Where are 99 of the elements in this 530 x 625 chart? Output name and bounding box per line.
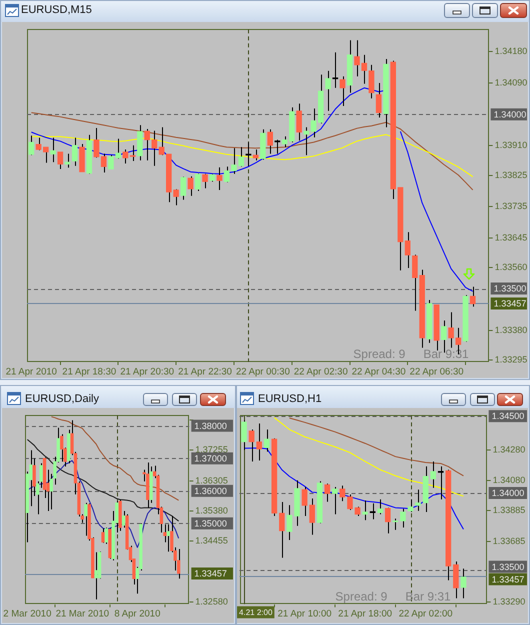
ref-line-label: 1.36000 <box>194 486 227 496</box>
candlestick <box>324 483 330 502</box>
candlestick <box>194 173 201 192</box>
candlestick <box>460 568 466 599</box>
x-tick-label: 21 Apr 20:30 <box>120 366 174 378</box>
candlestick <box>340 76 346 107</box>
y-tick-label: 1.33295 <box>494 354 528 364</box>
candlestick <box>101 528 105 544</box>
candlestick <box>404 232 410 268</box>
candlestick <box>377 498 384 515</box>
y-tick-label: 1.34090 <box>494 78 528 88</box>
annotation: Spread: 9 <box>353 347 406 361</box>
x-tick-label: 22 Apr 02:30 <box>294 366 348 378</box>
y-tick-label: 1.33910 <box>494 140 528 150</box>
y-tick-label: 1.33735 <box>494 201 528 212</box>
y-tick-label: 1.35380 <box>195 505 228 516</box>
x-tick-label: 21 Apr 22:30 <box>178 366 232 378</box>
x-tick-label: 21 Apr 10:00 <box>278 608 332 620</box>
annotation: Spread: 9 <box>335 589 388 604</box>
y-tick-label: 1.34080 <box>492 475 526 486</box>
candlestick <box>264 429 270 452</box>
candlestick <box>246 142 252 167</box>
y-tick-label: 1.37255 <box>195 444 228 455</box>
candlestick <box>256 423 262 462</box>
candlestick <box>408 498 414 512</box>
candlestick <box>180 176 186 200</box>
x-tick-label: 8 Apr 2010 <box>114 608 160 620</box>
candlestick <box>50 137 56 163</box>
chart-title: EURUSD,Daily <box>25 393 99 406</box>
y-tick-label: 1.33290 <box>492 596 526 606</box>
candlestick <box>453 560 459 599</box>
x-tick-label: 21 Apr 18:00 <box>338 608 392 620</box>
y-tick-label: 1.34455 <box>195 536 228 546</box>
y-tick-label: 1.34280 <box>492 444 526 454</box>
candlestick <box>376 82 382 118</box>
candlestick <box>400 508 406 528</box>
candlestick <box>470 286 476 308</box>
candlestick <box>430 460 436 488</box>
candlestick <box>202 173 208 189</box>
y-tick-label: 1.36305 <box>195 475 228 486</box>
annotation: Bar 9:31 <box>405 589 452 604</box>
y-tick-label: 1.33560 <box>494 262 528 272</box>
candlestick <box>130 144 136 162</box>
x-tick-label: 22 Apr 02:00 <box>398 608 453 620</box>
candlestick <box>94 552 98 600</box>
ref-line-label: 1.37000 <box>194 453 227 464</box>
chart-title: EURUSD,H1 <box>258 393 322 406</box>
ref-line-label: 1.33457 <box>494 298 526 308</box>
y-tick-label: 1.32580 <box>195 596 228 607</box>
candlestick <box>384 507 391 534</box>
candlestick <box>104 527 108 544</box>
annotation: Bar 9:31 <box>423 347 470 361</box>
x-tick-label: 21 Mar 2010 <box>56 608 110 620</box>
x-tick-label: 22 Apr 04:30 <box>352 366 406 378</box>
ref-line-label: 1.38000 <box>194 420 227 431</box>
candlestick <box>412 254 418 312</box>
candlestick <box>57 151 64 170</box>
candlestick <box>166 524 170 552</box>
ref-line-label: 1.34000 <box>494 109 526 120</box>
candlestick <box>362 500 368 521</box>
y-tick-label: 1.33380 <box>494 324 528 335</box>
ref-line-label: 1.33500 <box>494 284 526 294</box>
x-tick-label: 21 Apr 2010 <box>6 366 57 378</box>
candlestick <box>302 486 308 516</box>
candlestick <box>441 320 447 354</box>
candlestick <box>64 153 70 168</box>
ref-line-label: 1.33500 <box>492 562 524 572</box>
x-tick-label: 22 Apr 06:30 <box>410 366 464 378</box>
candlestick <box>72 137 78 166</box>
candlestick <box>296 103 302 141</box>
ref-line-label: 1.34000 <box>492 488 524 498</box>
candlestick <box>188 176 194 196</box>
x-tick-label: 22 Apr 00:30 <box>236 366 290 378</box>
candlestick <box>122 510 126 528</box>
candlestick <box>415 489 421 512</box>
y-tick-label: 1.33645 <box>494 232 528 242</box>
ref-line-label: 1.33457 <box>492 574 524 584</box>
candlestick <box>122 149 128 164</box>
x-tick-label: 21 Apr 18:30 <box>62 366 116 378</box>
ref-line-label: 1.34500 <box>492 411 524 422</box>
candlestick <box>248 429 254 462</box>
y-tick-label: 1.33685 <box>492 536 526 546</box>
ref-line-label: 1.35000 <box>194 518 227 528</box>
candlestick <box>279 502 285 558</box>
ref-line-label: 1.33457 <box>194 568 227 578</box>
y-tick-label: 1.33885 <box>492 505 526 516</box>
y-tick-label: 1.33825 <box>494 170 528 180</box>
candlestick <box>332 486 338 515</box>
text: 4.21 2:00 <box>239 608 273 618</box>
candlestick <box>340 485 346 502</box>
candlestick <box>84 502 88 536</box>
candlestick <box>28 135 34 156</box>
candlestick <box>216 166 222 190</box>
candlestick <box>309 498 315 536</box>
candlestick <box>177 548 180 580</box>
x-tick-label: 2 Mar 2010 <box>3 608 52 620</box>
chart-title: EURUSD,M15 <box>21 4 92 17</box>
y-tick-label: 1.34180 <box>494 46 528 56</box>
candlestick <box>241 420 247 450</box>
